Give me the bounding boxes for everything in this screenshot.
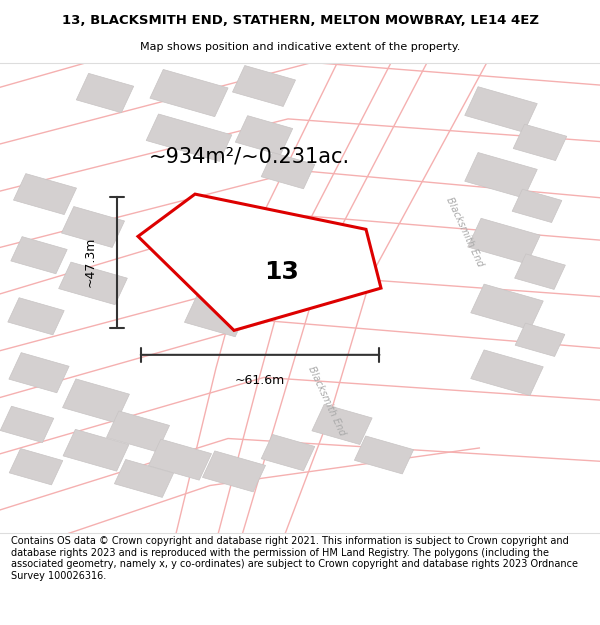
Polygon shape [202,451,266,492]
Polygon shape [76,73,134,112]
Polygon shape [9,449,63,485]
Text: Blacksmith End: Blacksmith End [307,364,347,438]
Polygon shape [468,218,540,264]
Polygon shape [106,411,170,452]
Polygon shape [184,296,248,337]
Polygon shape [232,66,296,106]
Polygon shape [465,87,537,132]
Polygon shape [148,439,212,480]
Text: Blacksmith End: Blacksmith End [445,196,485,268]
Text: ~61.6m: ~61.6m [235,374,285,388]
Polygon shape [512,189,562,222]
Polygon shape [355,436,413,474]
Polygon shape [261,434,315,471]
Polygon shape [62,379,130,423]
Polygon shape [11,237,67,274]
Text: ~47.3m: ~47.3m [83,237,97,288]
Polygon shape [59,262,127,304]
Polygon shape [138,194,381,331]
Polygon shape [63,429,129,471]
Polygon shape [261,152,315,189]
Polygon shape [150,69,228,117]
Polygon shape [8,298,64,335]
Polygon shape [235,116,293,155]
Polygon shape [0,406,54,442]
Polygon shape [515,254,565,289]
Polygon shape [146,114,232,161]
Polygon shape [513,124,567,161]
Text: Contains OS data © Crown copyright and database right 2021. This information is : Contains OS data © Crown copyright and d… [11,536,578,581]
Text: ~934m²/~0.231ac.: ~934m²/~0.231ac. [148,146,350,166]
Text: 13, BLACKSMITH END, STATHERN, MELTON MOWBRAY, LE14 4EZ: 13, BLACKSMITH END, STATHERN, MELTON MOW… [62,14,539,27]
Polygon shape [13,174,77,214]
Polygon shape [61,206,125,248]
Polygon shape [115,459,173,498]
Polygon shape [515,323,565,356]
Polygon shape [465,152,537,198]
Text: Map shows position and indicative extent of the property.: Map shows position and indicative extent… [140,42,460,52]
Polygon shape [471,284,543,330]
Polygon shape [312,404,372,444]
Polygon shape [471,350,543,396]
Text: 13: 13 [265,259,299,284]
Polygon shape [9,352,69,392]
